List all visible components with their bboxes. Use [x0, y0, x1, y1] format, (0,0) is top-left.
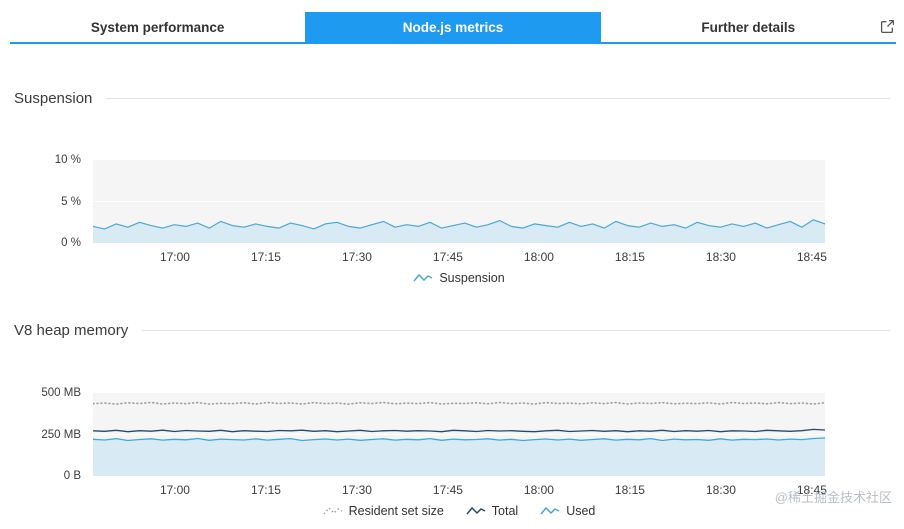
x-axis-tick-label: 17:00 [159, 250, 190, 264]
tab-label: Node.js metrics [402, 19, 504, 35]
x-axis-tick-label: 18:15 [614, 250, 645, 264]
legend-label: Suspension [439, 271, 505, 285]
legend-item-total[interactable]: Total [466, 504, 518, 518]
x-axis-tick-label: 18:00 [523, 483, 554, 497]
y-axis-tick-label: 10 % [54, 154, 81, 166]
x-axis-tick-label: 18:00 [523, 250, 554, 264]
tab-label: Further details [701, 19, 796, 35]
section-header-v8-heap-memory: V8 heap memory [14, 322, 890, 339]
heap-legend: Resident set size Total Used [93, 502, 825, 520]
y-axis-labels: 10 % 5 % 0 % [13, 154, 93, 249]
open-in-new-icon[interactable] [880, 19, 895, 34]
v8-heap-memory-chart: 500 MB 250 MB 0 B 17:00 17:15 17:30 17:45 18:0… [13, 387, 827, 520]
x-axis-tick-label: 18:30 [705, 250, 736, 264]
legend-item-resident-set-size[interactable]: Resident set size [323, 504, 444, 518]
tab-further-details[interactable]: Further details [600, 12, 896, 42]
legend-line-icon [466, 506, 486, 515]
y-axis-tick-label: 250 MB [41, 428, 81, 441]
section-header-suspension: Suspension [14, 90, 890, 107]
x-axis-tick-label: 18:45 [796, 250, 827, 264]
legend-label: Resident set size [348, 504, 444, 518]
y-axis-tick-label: 0 % [61, 237, 81, 249]
x-axis-labels: 17:00 17:15 17:30 17:45 18:00 18:15 18:30 18:45 [93, 243, 827, 265]
x-axis-tick-label: 18:15 [614, 483, 645, 497]
legend-label: Total [491, 504, 519, 518]
legend-label: Used [566, 504, 596, 518]
x-axis-tick-label: 17:00 [159, 483, 190, 497]
x-axis-tick-label: 17:15 [250, 250, 281, 264]
x-axis-tick-label: 18:45 [796, 483, 827, 497]
section-title: V8 heap memory [14, 322, 129, 339]
suspension-plot-area[interactable] [93, 160, 825, 243]
x-axis-tick-label: 17:30 [341, 483, 372, 497]
suspension-series-svg [93, 201, 825, 243]
section-title: Suspension [14, 90, 93, 107]
legend-line-icon [540, 506, 560, 515]
y-axis-labels: 500 MB 250 MB 0 B [13, 387, 93, 482]
tab-nodejs-metrics[interactable]: Node.js metrics [305, 12, 601, 42]
section-divider [106, 98, 890, 99]
legend-line-icon [413, 273, 433, 282]
tab-label: System performance [90, 19, 225, 35]
section-divider [142, 330, 890, 331]
legend-item-used[interactable]: Used [540, 504, 595, 518]
x-axis-tick-label: 17:30 [341, 250, 372, 264]
y-axis-tick-label: 0 B [63, 470, 81, 482]
x-axis-tick-label: 18:30 [705, 483, 736, 497]
x-axis-tick-label: 17:45 [432, 250, 463, 264]
x-axis-labels: 17:00 17:15 17:30 17:45 18:00 18:15 18:30 18:45 [93, 476, 827, 498]
y-axis-tick-label: 500 MB [41, 387, 81, 399]
legend-item-suspension[interactable]: Suspension [413, 271, 505, 285]
suspension-legend: Suspension [93, 269, 825, 287]
heap-plot-area[interactable] [93, 393, 825, 476]
heap-series-svg [93, 401, 825, 476]
tab-system-performance[interactable]: System performance [10, 12, 306, 42]
x-axis-tick-label: 17:15 [250, 483, 281, 497]
y-axis-tick-label: 5 % [61, 195, 81, 208]
x-axis-tick-label: 17:45 [432, 483, 463, 497]
tab-bar: System performance Node.js metrics Furth… [10, 12, 896, 44]
legend-line-icon [323, 506, 342, 515]
suspension-chart: 10 % 5 % 0 % 17:00 17:15 17:30 17:45 18:00 18:1… [13, 154, 827, 287]
